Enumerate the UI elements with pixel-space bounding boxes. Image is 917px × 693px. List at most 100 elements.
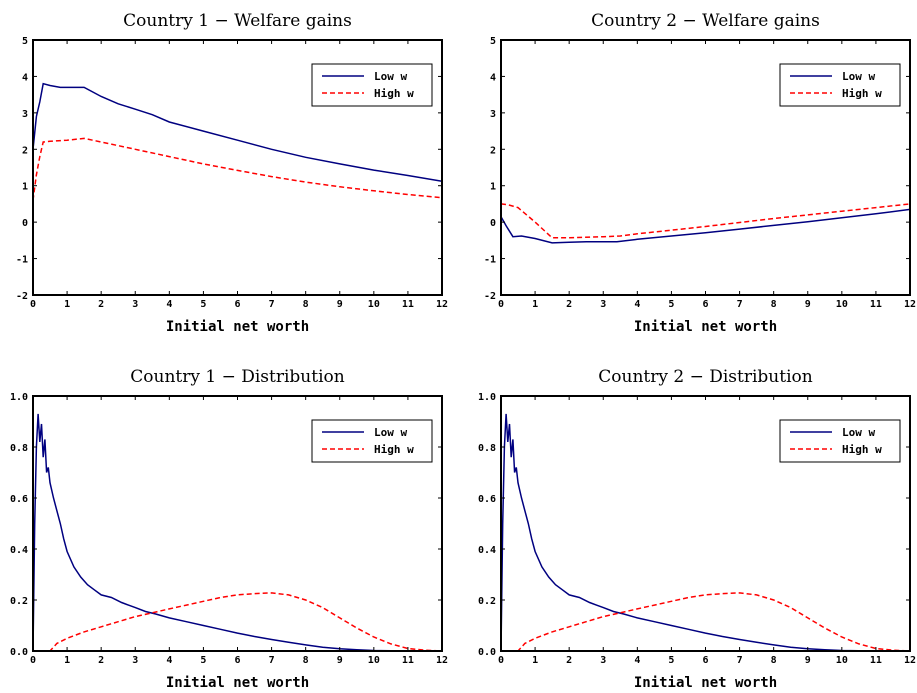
- y-tick-label: 0: [22, 218, 28, 229]
- series-line-high-w: [33, 137, 442, 201]
- legend-label: Low w: [842, 70, 875, 83]
- legend-box: [311, 419, 433, 463]
- y-tick-label: 5: [490, 36, 496, 47]
- x-tick-label: 3: [600, 299, 606, 310]
- x-tick-label: 4: [166, 299, 172, 310]
- x-tick-label: 9: [337, 299, 343, 310]
- legend: Low w High w: [311, 419, 433, 463]
- series-line-high-w: [501, 203, 910, 239]
- x-tick-label: 7: [737, 299, 743, 310]
- y-tick-label: 0.4: [10, 545, 28, 556]
- x-tick-label: 1: [532, 655, 538, 666]
- x-tick-label: 4: [166, 655, 172, 666]
- x-tick-label: 10: [368, 655, 380, 666]
- x-tick-label: 4: [634, 299, 640, 310]
- y-tick-label: 0.6: [10, 494, 28, 505]
- x-axis-label: Initial net worth: [634, 319, 777, 335]
- x-tick-label: 0: [30, 299, 36, 310]
- x-tick-label: 5: [200, 299, 206, 310]
- y-tick-label: -1: [16, 255, 28, 266]
- y-tick-label: 0.6: [478, 494, 496, 505]
- x-tick-label: 0: [498, 299, 504, 310]
- y-tick-label: 0.2: [478, 596, 496, 607]
- x-tick-label: 9: [805, 655, 811, 666]
- legend-label: Low w: [374, 426, 407, 439]
- series-line-high-w: [501, 592, 910, 651]
- x-tick-label: 8: [303, 299, 309, 310]
- x-tick-label: 2: [566, 299, 572, 310]
- x-tick-label: 7: [737, 655, 743, 666]
- y-tick-label: -2: [484, 291, 496, 302]
- legend-label: High w: [374, 443, 414, 456]
- x-tick-label: 7: [269, 299, 275, 310]
- legend-box: [779, 419, 901, 463]
- y-tick-label: 0: [490, 218, 496, 229]
- x-tick-label: 4: [634, 655, 640, 666]
- x-tick-label: 6: [702, 299, 708, 310]
- x-tick-label: 5: [200, 655, 206, 666]
- series-line-low-w: [33, 82, 442, 183]
- legend: Low w High w: [311, 63, 433, 107]
- x-tick-label: 11: [402, 655, 414, 666]
- x-tick-label: 2: [566, 655, 572, 666]
- x-tick-label: 10: [368, 299, 380, 310]
- series-line-low-w: [501, 208, 910, 244]
- x-tick-label: 10: [836, 655, 848, 666]
- chart-title: Country 1 − Distribution: [130, 367, 344, 387]
- x-tick-label: 12: [436, 299, 448, 310]
- chart-title: Country 2 − Distribution: [598, 367, 812, 387]
- x-tick-label: 2: [98, 655, 104, 666]
- x-tick-label: 12: [904, 655, 916, 666]
- legend-box: [779, 63, 901, 107]
- y-tick-label: 0.8: [478, 443, 496, 454]
- x-tick-label: 3: [132, 655, 138, 666]
- legend-label: High w: [374, 87, 414, 100]
- y-tick-label: 0.0: [478, 647, 496, 658]
- x-tick-label: 5: [668, 655, 674, 666]
- y-tick-label: 1.0: [10, 392, 28, 403]
- y-tick-label: 1.0: [478, 392, 496, 403]
- y-tick-label: 5: [22, 36, 28, 47]
- y-tick-label: 2: [22, 145, 28, 156]
- x-tick-label: 12: [436, 655, 448, 666]
- y-tick-label: 2: [490, 145, 496, 156]
- x-tick-label: 3: [132, 299, 138, 310]
- x-tick-label: 1: [532, 299, 538, 310]
- y-tick-label: 0.8: [10, 443, 28, 454]
- series-line-low-w: [501, 413, 910, 651]
- x-tick-label: 8: [771, 655, 777, 666]
- x-tick-label: 5: [668, 299, 674, 310]
- x-tick-label: 8: [303, 655, 309, 666]
- y-tick-label: 1: [22, 182, 28, 193]
- y-tick-label: 0.0: [10, 647, 28, 658]
- y-tick-label: 1: [490, 182, 496, 193]
- series-line-high-w: [33, 592, 442, 651]
- x-tick-label: 11: [870, 655, 882, 666]
- y-tick-label: 3: [22, 109, 28, 120]
- x-tick-label: 9: [805, 299, 811, 310]
- y-tick-label: 4: [490, 72, 496, 83]
- x-axis-label: Initial net worth: [634, 675, 777, 691]
- x-tick-label: 1: [64, 655, 70, 666]
- x-tick-label: 6: [234, 299, 240, 310]
- chart-title: Country 1 − Welfare gains: [123, 11, 352, 31]
- x-tick-label: 11: [870, 299, 882, 310]
- x-tick-label: 3: [600, 655, 606, 666]
- y-tick-label: 3: [490, 109, 496, 120]
- x-tick-label: 0: [498, 655, 504, 666]
- legend: Low w High w: [779, 419, 901, 463]
- x-tick-label: 2: [98, 299, 104, 310]
- legend-label: High w: [842, 87, 882, 100]
- x-tick-label: 1: [64, 299, 70, 310]
- y-tick-label: -1: [484, 255, 496, 266]
- x-tick-label: 9: [337, 655, 343, 666]
- legend-box: [311, 63, 433, 107]
- chart-title: Country 2 − Welfare gains: [591, 11, 820, 31]
- legend-label: Low w: [374, 70, 407, 83]
- x-axis-label: Initial net worth: [166, 675, 309, 691]
